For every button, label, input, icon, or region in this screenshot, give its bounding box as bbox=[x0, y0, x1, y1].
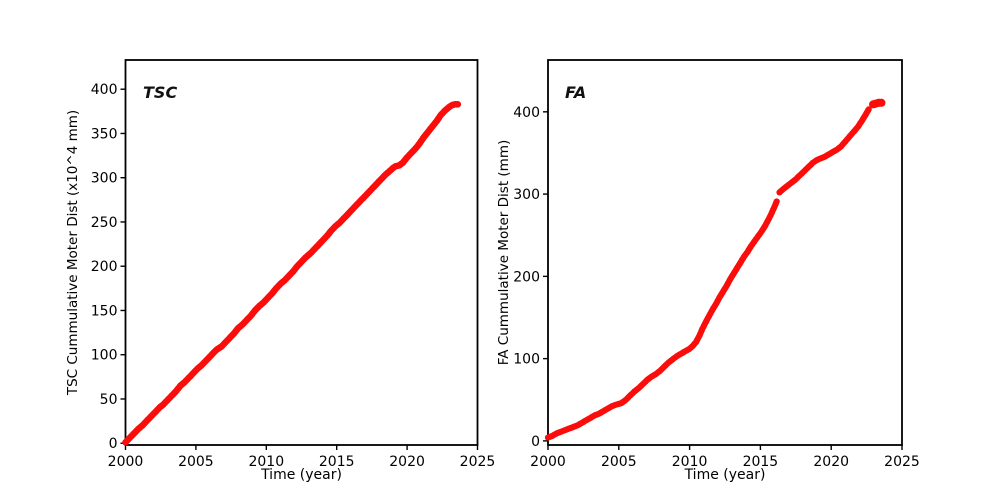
y-tick-label: 200 bbox=[91, 259, 118, 275]
x-tick-label: 2025 bbox=[460, 454, 496, 470]
series-dot bbox=[773, 198, 780, 205]
fa-x-axis-label: Time (year) bbox=[684, 467, 766, 483]
fa-x-ticks: 2000 2005 2010 2015 2020 2025 bbox=[530, 445, 920, 470]
y-tick-label: 100 bbox=[513, 352, 540, 368]
x-tick-label: 2015 bbox=[319, 454, 355, 470]
tsc-plot-title: TSC bbox=[143, 83, 178, 102]
y-tick-label: 0 bbox=[109, 436, 118, 452]
tsc-axes: 2000 2005 2010 2015 2020 2025 0 50 100 150 200 250 3… bbox=[91, 59, 496, 470]
y-tick-label: 150 bbox=[91, 303, 118, 319]
tsc-x-ticks: 2000 2005 2010 2015 2020 2025 bbox=[108, 445, 496, 470]
tsc-series bbox=[122, 101, 462, 446]
series-dot bbox=[877, 98, 886, 107]
x-tick-label: 2000 bbox=[530, 454, 566, 470]
x-tick-label: 2005 bbox=[178, 454, 214, 470]
x-tick-label: 2020 bbox=[813, 454, 849, 470]
y-tick-label: 50 bbox=[100, 392, 118, 408]
y-tick-label: 200 bbox=[513, 269, 540, 285]
fa-plot-title: FA bbox=[565, 83, 587, 102]
y-tick-label: 350 bbox=[91, 126, 118, 142]
fa-series bbox=[544, 98, 886, 441]
x-tick-label: 2025 bbox=[884, 454, 920, 470]
tsc-y-axis-label: TSC Cummulative Moter Dist (x10^4 mm) bbox=[64, 109, 81, 396]
tsc-axes-frame bbox=[124, 59, 479, 446]
x-tick-label: 2005 bbox=[601, 454, 637, 470]
y-tick-label: 400 bbox=[91, 82, 118, 98]
fa-y-axis-label: FA Cummulative Moter Dist (mm) bbox=[495, 139, 512, 366]
series-dot bbox=[454, 101, 462, 108]
tsc-x-axis-label: Time (year) bbox=[261, 467, 342, 483]
x-tick-label: 2020 bbox=[389, 454, 425, 470]
x-tick-label: 2015 bbox=[743, 454, 779, 470]
fa-y-ticks: 0 100 200 300 400 bbox=[513, 105, 548, 450]
y-tick-label: 0 bbox=[531, 434, 540, 450]
y-tick-label: 300 bbox=[513, 187, 540, 203]
fa-axes: 2000 2005 2010 2015 2020 2025 0 100 200 300 400 bbox=[513, 59, 920, 470]
fa-axes-frame bbox=[547, 59, 903, 446]
y-tick-label: 300 bbox=[91, 171, 118, 187]
x-tick-label: 2010 bbox=[672, 454, 708, 470]
x-tick-label: 2010 bbox=[248, 454, 284, 470]
x-tick-label: 2000 bbox=[108, 454, 144, 470]
series-dot bbox=[865, 106, 872, 113]
y-tick-label: 250 bbox=[91, 215, 118, 231]
tsc-y-ticks: 0 50 100 150 200 250 300 350 400 bbox=[91, 82, 126, 452]
y-tick-label: 400 bbox=[513, 105, 540, 121]
y-tick-label: 100 bbox=[91, 348, 118, 364]
